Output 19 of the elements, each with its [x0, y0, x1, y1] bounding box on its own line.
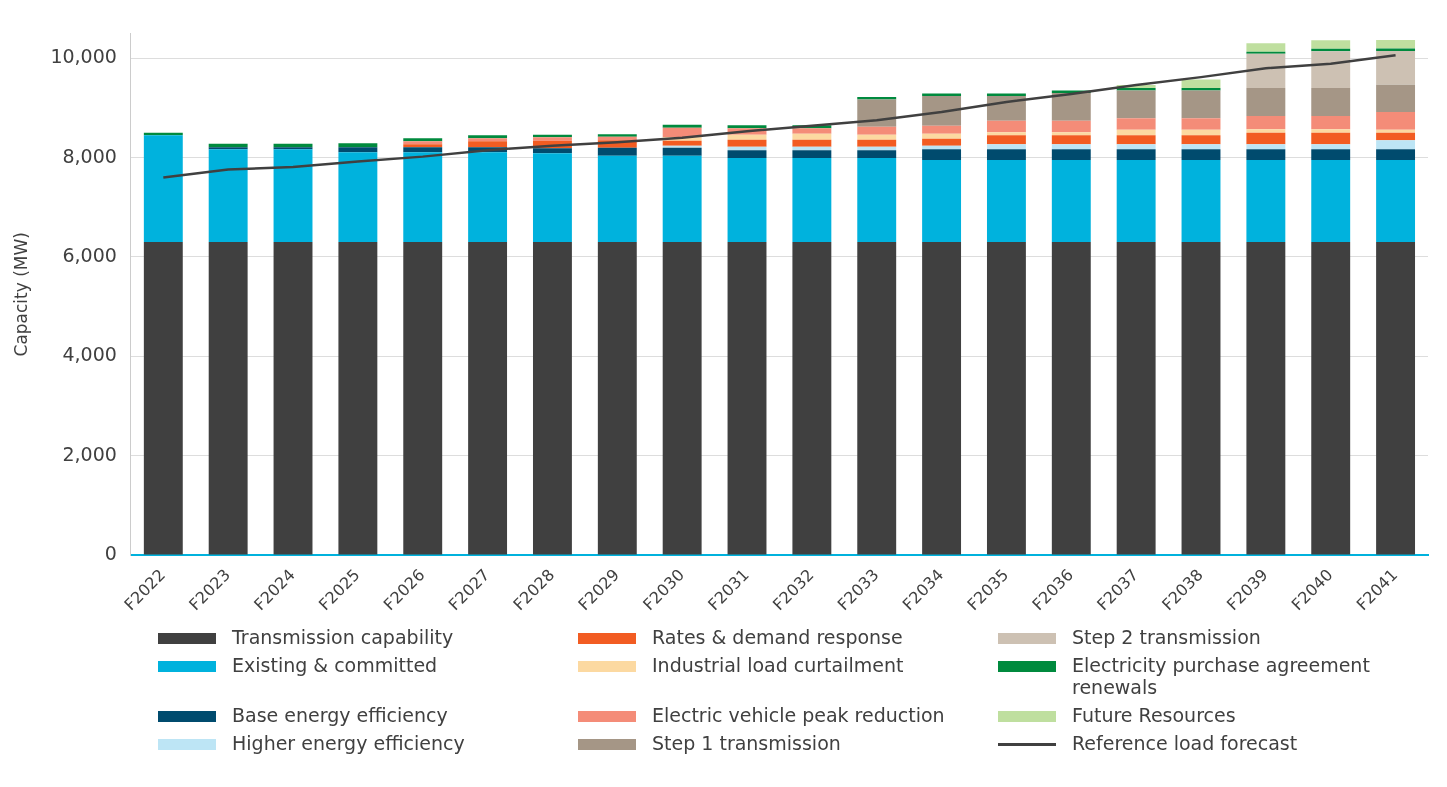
legend-label: Reference load forecast — [1072, 732, 1298, 754]
y-tick-label: 0 — [104, 542, 117, 565]
legend-label: Existing & committed — [232, 654, 438, 676]
legend-label: Step 1 transmission — [652, 732, 841, 754]
legend-label: Electricity purchase agreement renewals — [1072, 654, 1371, 698]
y-tick-label: 6,000 — [62, 243, 117, 266]
y-tick-label: 8,000 — [62, 144, 117, 167]
legend-label: Future Resources — [1072, 704, 1236, 726]
legend-label: Industrial load curtailment — [652, 654, 904, 676]
legend-label: Base energy efficiency — [232, 704, 448, 726]
y-tick-label: 4,000 — [62, 343, 117, 366]
legend-label: Rates & demand response — [652, 626, 903, 648]
legend-label: Transmission capability — [232, 626, 454, 648]
legend-label: Step 2 transmission — [1072, 626, 1261, 648]
y-tick-label: 2,000 — [62, 442, 117, 465]
y-axis-title: Capacity (MW) — [10, 232, 31, 357]
legend-label: Higher energy efficiency — [232, 732, 465, 754]
y-tick-label: 10,000 — [50, 45, 117, 68]
legend-label: Electric vehicle peak reduction — [652, 704, 945, 726]
